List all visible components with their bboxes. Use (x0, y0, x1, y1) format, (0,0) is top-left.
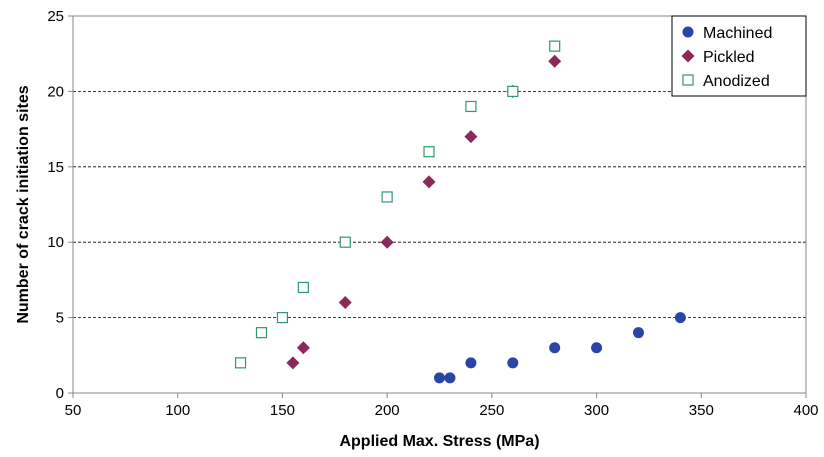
series-anodized (234, 40, 561, 369)
data-point-pickled (380, 235, 394, 249)
series-pickled (286, 54, 562, 370)
data-point-pickled (422, 175, 436, 189)
y-tick-label: 20 (47, 83, 64, 100)
data-point-machined (465, 357, 477, 369)
x-tick-label: 400 (793, 402, 818, 419)
x-tick-label: 250 (479, 402, 504, 419)
legend-label: Anodized (703, 73, 770, 90)
data-point-anodized (549, 40, 561, 52)
y-tick-label: 10 (47, 234, 64, 251)
data-point-machined (434, 372, 445, 384)
data-point-machined (674, 312, 686, 324)
y-tick-label: 25 (47, 8, 64, 25)
x-axis-title: Applied Max. Stress (MPa) (339, 433, 539, 450)
y-axis-title: Number of crack initiation sites (15, 85, 32, 323)
data-point-pickled (286, 356, 300, 370)
data-point-anodized (255, 327, 268, 339)
plot-area-frame (72, 15, 807, 394)
x-tick-label: 50 (65, 402, 82, 419)
x-axis-ticks: 50 100 150 200 250 300 350 400 (65, 393, 819, 419)
y-axis-ticks: 0 5 10 15 20 25 (47, 8, 73, 402)
data-point-machined (549, 342, 561, 354)
data-point-pickled (338, 296, 352, 310)
grid-lines (73, 91, 806, 319)
data-point-machined (444, 372, 456, 384)
x-tick-label: 200 (375, 402, 400, 419)
data-point-anodized (381, 191, 393, 203)
data-point-anodized (507, 85, 519, 98)
x-tick-label: 350 (689, 402, 714, 419)
data-point-anodized (297, 281, 309, 294)
data-point-machined (591, 342, 603, 354)
legend-label: Pickled (703, 49, 755, 66)
legend-item-machined: Machined (682, 25, 772, 42)
data-point-anodized (423, 146, 435, 158)
x-tick-label: 150 (270, 402, 295, 419)
y-tick-label: 0 (56, 385, 64, 402)
x-tick-label: 300 (584, 402, 609, 419)
legend-item-pickled: Pickled (681, 49, 755, 66)
legend-label: Machined (703, 25, 772, 42)
data-point-pickled (548, 54, 562, 68)
legend-item-anodized: Anodized (682, 73, 770, 90)
data-point-anodized (234, 357, 247, 369)
legend-items: Machined Pickled Anodized (681, 25, 772, 90)
data-point-anodized (339, 236, 351, 248)
data-point-pickled (464, 130, 478, 144)
y-tick-label: 15 (47, 159, 64, 176)
data-point-anodized (276, 312, 289, 324)
data-point-machined (632, 327, 644, 339)
legend-marker (682, 74, 694, 86)
series-machined (434, 312, 686, 384)
x-tick-label: 100 (165, 402, 190, 419)
data-point-pickled (296, 341, 310, 355)
legend-marker (681, 49, 695, 63)
legend-marker (682, 26, 694, 38)
data-point-machined (507, 357, 519, 369)
y-tick-label: 5 (56, 310, 64, 327)
data-points (234, 40, 686, 384)
legend: Machined Pickled Anodized (671, 15, 807, 97)
data-point-anodized (465, 100, 477, 113)
